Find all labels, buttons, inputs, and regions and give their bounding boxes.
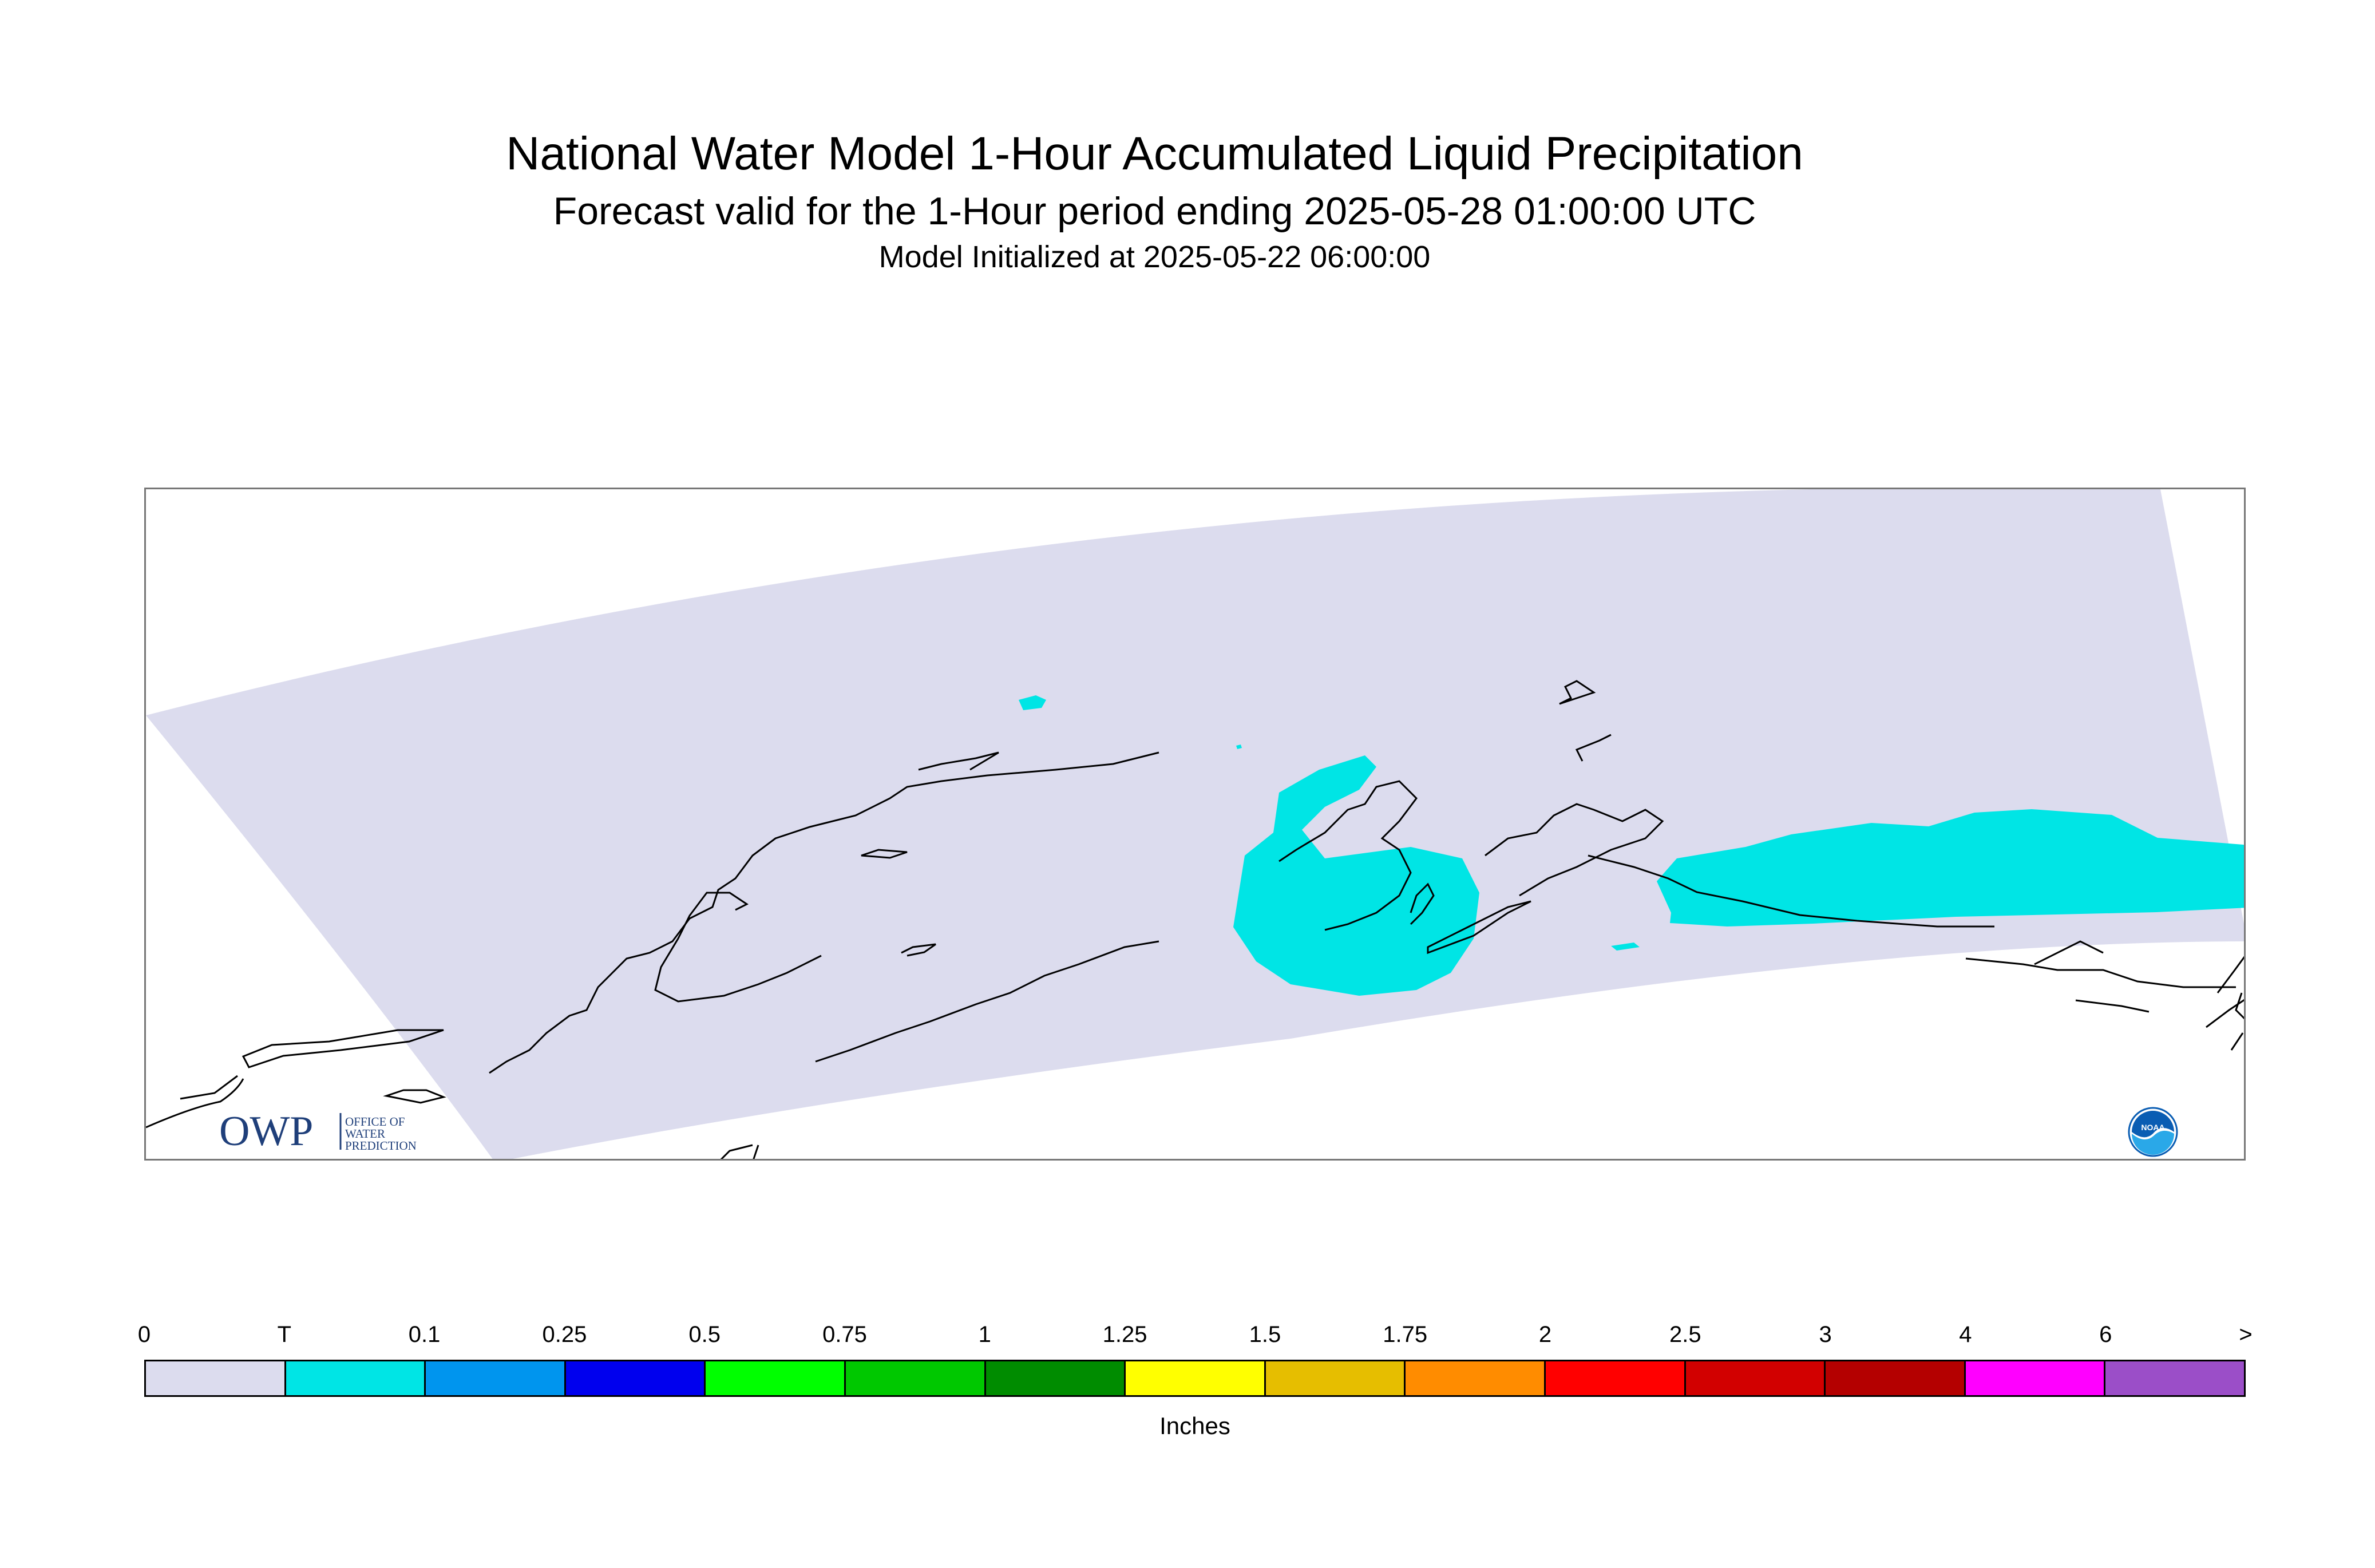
legend-swatch-11 <box>1685 1361 1826 1395</box>
owp-logo-mark: OWP <box>219 1108 313 1153</box>
legend-tick-label: 3 <box>1819 1322 1832 1347</box>
model-domain-area <box>146 489 2244 1159</box>
legend-tick-label: 4 <box>1959 1322 1972 1347</box>
legend-tick-label: 0.1 <box>408 1322 441 1347</box>
legend-swatch-14 <box>2105 1361 2244 1395</box>
legend-swatch-3 <box>565 1361 706 1395</box>
legend-tick-label: 1 <box>978 1322 991 1347</box>
legend-tick-label: 6 <box>2099 1322 2112 1347</box>
legend-swatch-0 <box>146 1361 286 1395</box>
legend-tick-label: 2 <box>1538 1322 1552 1347</box>
legend-swatch-9 <box>1406 1361 1546 1395</box>
legend-swatch-1 <box>286 1361 426 1395</box>
noaa-logo-mark: NOAA <box>2141 1123 2164 1132</box>
noaa-logo-sky <box>2132 1111 2174 1138</box>
owp-logo-line1: OFFICE OF <box>345 1115 405 1129</box>
color-scale-units-label: Inches <box>1159 1412 1230 1439</box>
legend-tick-label: 1.5 <box>1249 1322 1281 1347</box>
precipitation-map: OWP OFFICE OF WATER PREDICTION NOAA <box>144 488 2246 1161</box>
precipitation-areas <box>1019 695 2244 996</box>
color-scale-bar <box>144 1360 2246 1397</box>
legend-tick-label: 0.75 <box>822 1322 867 1347</box>
legend-swatch-13 <box>1965 1361 2106 1395</box>
legend-tick-label: 1.25 <box>1102 1322 1147 1347</box>
owp-logo-line2: WATER <box>345 1127 385 1141</box>
owp-logo-graphic: OWP OFFICE OF WATER PREDICTION <box>219 1108 417 1153</box>
legend-tick-label: 1.75 <box>1383 1322 1428 1347</box>
owp-logo-line3: PREDICTION <box>345 1139 417 1153</box>
coastlines <box>146 680 2244 1159</box>
legend-swatch-8 <box>1265 1361 1406 1395</box>
legend-swatch-4 <box>706 1361 846 1395</box>
noaa-logo-graphic: NOAA <box>2128 1107 2178 1157</box>
legend-tick-label: 0.25 <box>542 1322 587 1347</box>
model-init-line: Model Initialized at 2025-05-22 06:00:00 <box>878 240 1431 274</box>
legend-tick-label: > <box>2239 1322 2253 1347</box>
page-title: National Water Model 1-Hour Accumulated … <box>506 128 1803 180</box>
legend-tick-label: 0 <box>137 1322 151 1347</box>
legend-swatch-12 <box>1826 1361 1966 1395</box>
legend-swatch-10 <box>1545 1361 1686 1395</box>
map-canvas <box>146 489 2244 1159</box>
legend-tick-label: T <box>277 1322 292 1347</box>
legend-swatch-5 <box>845 1361 986 1395</box>
legend-swatch-7 <box>1126 1361 1266 1395</box>
noaa-logo-wave <box>2132 1130 2174 1155</box>
legend-swatch-6 <box>985 1361 1126 1395</box>
legend-tick-label: 2.5 <box>1669 1322 1701 1347</box>
legend-tick-label: 0.5 <box>688 1322 721 1347</box>
legend-swatch-2 <box>426 1361 566 1395</box>
forecast-valid-subtitle: Forecast valid for the 1-Hour period end… <box>553 189 1756 233</box>
